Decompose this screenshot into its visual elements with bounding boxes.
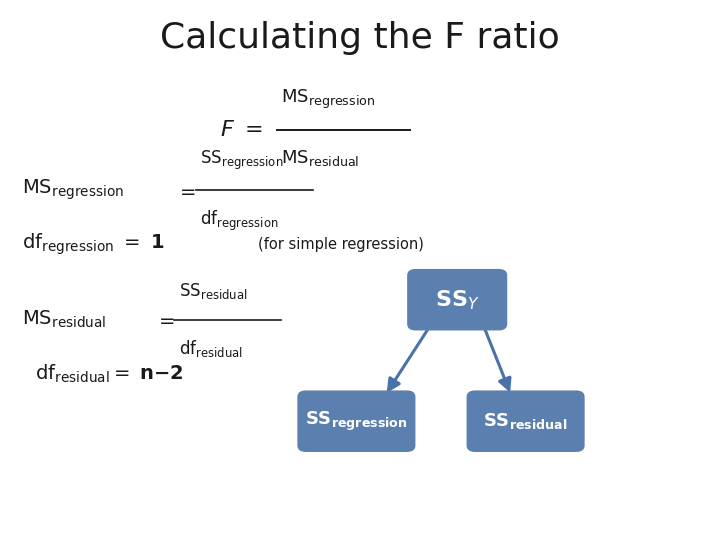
- Text: $\mathrm{MS}_{\mathrm{regression}}$: $\mathrm{MS}_{\mathrm{regression}}$: [281, 87, 375, 111]
- Text: $\mathrm{MS}_{\mathrm{residual}}$: $\mathrm{MS}_{\mathrm{residual}}$: [281, 148, 359, 168]
- Text: $=$: $=$: [176, 180, 197, 200]
- Text: $\mathrm{df}_{\mathrm{regression}}\ =\ \mathbf{1}$: $\mathrm{df}_{\mathrm{regression}}\ =\ \…: [22, 231, 164, 257]
- FancyBboxPatch shape: [408, 269, 507, 330]
- Text: $\mathrm{df}_{\mathrm{regression}}$: $\mathrm{df}_{\mathrm{regression}}$: [200, 208, 279, 233]
- Text: $\mathrm{MS}_{\mathrm{residual}}$: $\mathrm{MS}_{\mathrm{residual}}$: [22, 309, 106, 330]
- Text: $\mathbf{SS}_{\mathbf{residual}}$: $\mathbf{SS}_{\mathbf{residual}}$: [483, 411, 568, 431]
- Text: $\mathrm{MS}_{\mathrm{regression}}$: $\mathrm{MS}_{\mathrm{regression}}$: [22, 178, 124, 202]
- Text: $\mathrm{SS}_{\mathrm{residual}}$: $\mathrm{SS}_{\mathrm{residual}}$: [179, 281, 247, 301]
- Text: $\mathrm{SS}_{\mathrm{regression}}$: $\mathrm{SS}_{\mathrm{regression}}$: [200, 148, 284, 172]
- Text: $F\ =$: $F\ =$: [220, 119, 262, 140]
- Text: $\mathrm{df}_{\mathrm{residual}}$: $\mathrm{df}_{\mathrm{residual}}$: [179, 338, 243, 359]
- Text: $\mathbf{SS}_Y$: $\mathbf{SS}_Y$: [435, 288, 480, 312]
- Text: $=$: $=$: [155, 310, 175, 329]
- Text: $\mathrm{df}_{\mathrm{residual}}=\ \mathbf{n\mathbf{-}2}$: $\mathrm{df}_{\mathrm{residual}}=\ \math…: [35, 362, 184, 385]
- FancyBboxPatch shape: [297, 390, 415, 452]
- FancyBboxPatch shape: [467, 390, 585, 452]
- Text: (for simple regression): (for simple regression): [258, 237, 423, 252]
- Text: $\mathbf{SS}_{\mathbf{regression}}$: $\mathbf{SS}_{\mathbf{regression}}$: [305, 410, 408, 433]
- Text: Calculating the F ratio: Calculating the F ratio: [160, 21, 560, 55]
